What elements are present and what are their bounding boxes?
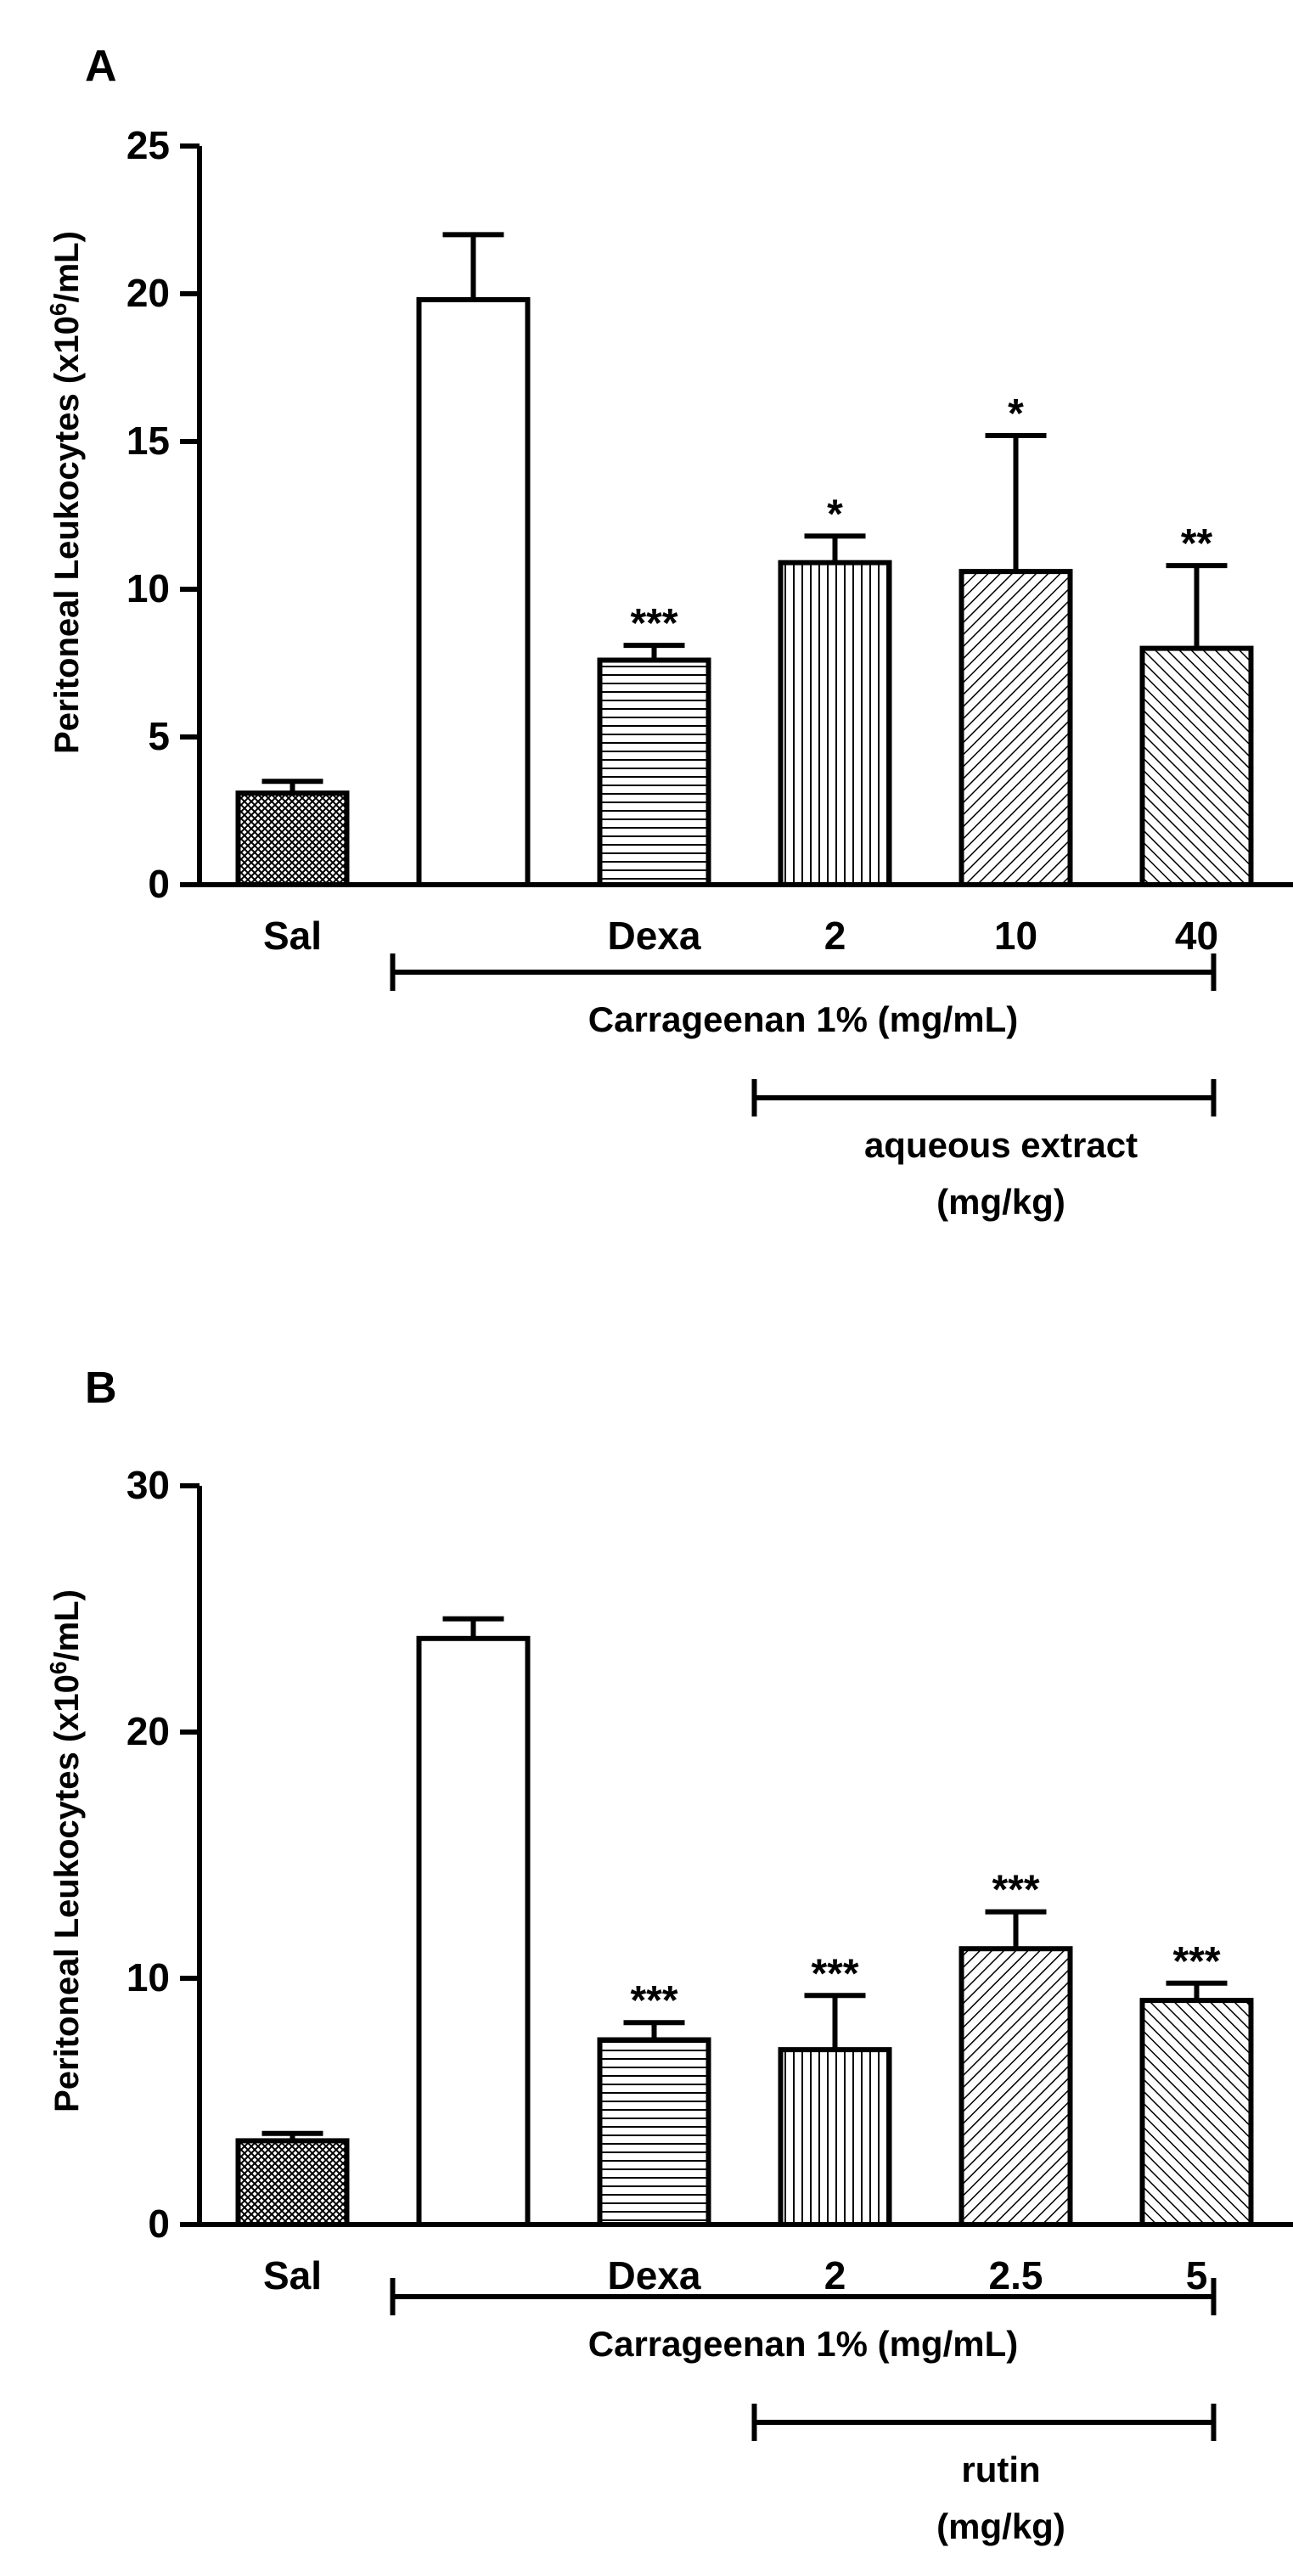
x-tick-label: 10 bbox=[994, 914, 1037, 958]
y-tick-label: 30 bbox=[126, 1463, 170, 1507]
panel-b: B Peritoneal Leukocytes (x106/mL) 0 10 20 3… bbox=[45, 1364, 1293, 2546]
bar bbox=[416, 1635, 531, 2228]
significance-label: ** bbox=[1181, 521, 1213, 566]
significance-label: * bbox=[1008, 391, 1024, 436]
panel-a: A Peritoneal Leukocytes (x106/mL) 0 5 10 15… bbox=[45, 42, 1293, 1222]
significance-label: *** bbox=[630, 1978, 677, 2023]
significance-label: *** bbox=[992, 1868, 1039, 1913]
bar bbox=[597, 2037, 711, 2227]
x-tick-label: Dexa bbox=[608, 914, 701, 958]
group-brackets: Carrageenan 1% (mg/mL) rutin (mg/kg) bbox=[390, 2278, 1217, 2546]
y-tick-label: 25 bbox=[126, 123, 170, 167]
bracket-label: aqueous extract bbox=[864, 1125, 1138, 1165]
y-ticks: 0 5 10 15 20 25 bbox=[126, 123, 200, 906]
bar bbox=[778, 2047, 892, 2228]
y-tick-label: 10 bbox=[126, 1955, 170, 1999]
bracket-label: Carrageenan 1% (mg/mL) bbox=[588, 2324, 1018, 2364]
significance-label: *** bbox=[811, 1951, 858, 1996]
bracket-sublabel: (mg/kg) bbox=[936, 2506, 1065, 2546]
bar bbox=[959, 1946, 1073, 2227]
x-tick-label: 40 bbox=[1175, 914, 1218, 958]
significance-label: *** bbox=[630, 601, 677, 646]
x-tick-label: Dexa bbox=[608, 2253, 701, 2298]
bars: Sal *** Dexa * 2 * 10 ** 40 bbox=[235, 232, 1254, 958]
bracket-sublabel: (mg/kg) bbox=[936, 1182, 1065, 1222]
x-tick-label: 5 bbox=[1186, 2253, 1208, 2298]
panel-label: A bbox=[85, 42, 117, 91]
y-tick-label: 15 bbox=[126, 419, 170, 463]
bracket-label: rutin bbox=[961, 2449, 1040, 2489]
bar bbox=[1139, 1998, 1254, 2228]
x-tick-label: Sal bbox=[263, 914, 322, 958]
y-axis-label: Peritoneal Leukocytes (x106/mL) bbox=[45, 1589, 86, 2112]
y-tick-label: 0 bbox=[148, 2202, 170, 2246]
y-tick-label: 20 bbox=[126, 1709, 170, 1753]
y-ticks: 0 10 20 30 bbox=[126, 1463, 200, 2246]
bar bbox=[416, 296, 531, 887]
x-tick-label: Sal bbox=[263, 2253, 322, 2298]
bar bbox=[778, 560, 892, 887]
x-tick-label: 2.5 bbox=[989, 2253, 1043, 2298]
bar bbox=[235, 790, 350, 887]
x-tick-label: 2 bbox=[824, 2253, 846, 2298]
significance-label: *** bbox=[1172, 1939, 1220, 1984]
group-brackets: Carrageenan 1% (mg/mL) aqueous extract (mg… bbox=[390, 953, 1217, 1222]
y-axis-label: Peritoneal Leukocytes (x106/mL) bbox=[45, 231, 86, 754]
y-tick-label: 20 bbox=[126, 271, 170, 315]
bar bbox=[597, 657, 711, 888]
bar bbox=[959, 569, 1073, 887]
bar bbox=[235, 2138, 350, 2227]
x-tick-label: 2 bbox=[824, 914, 846, 958]
bracket-label: Carrageenan 1% (mg/mL) bbox=[588, 999, 1018, 1039]
y-tick-label: 0 bbox=[148, 862, 170, 906]
significance-label: * bbox=[827, 492, 843, 537]
bars: Sal *** Dexa *** 2 *** 2.5 *** 5 bbox=[235, 1616, 1254, 2298]
y-tick-label: 10 bbox=[126, 566, 170, 610]
y-tick-label: 5 bbox=[148, 714, 170, 758]
panel-label: B bbox=[85, 1364, 117, 1413]
bar bbox=[1139, 645, 1254, 887]
